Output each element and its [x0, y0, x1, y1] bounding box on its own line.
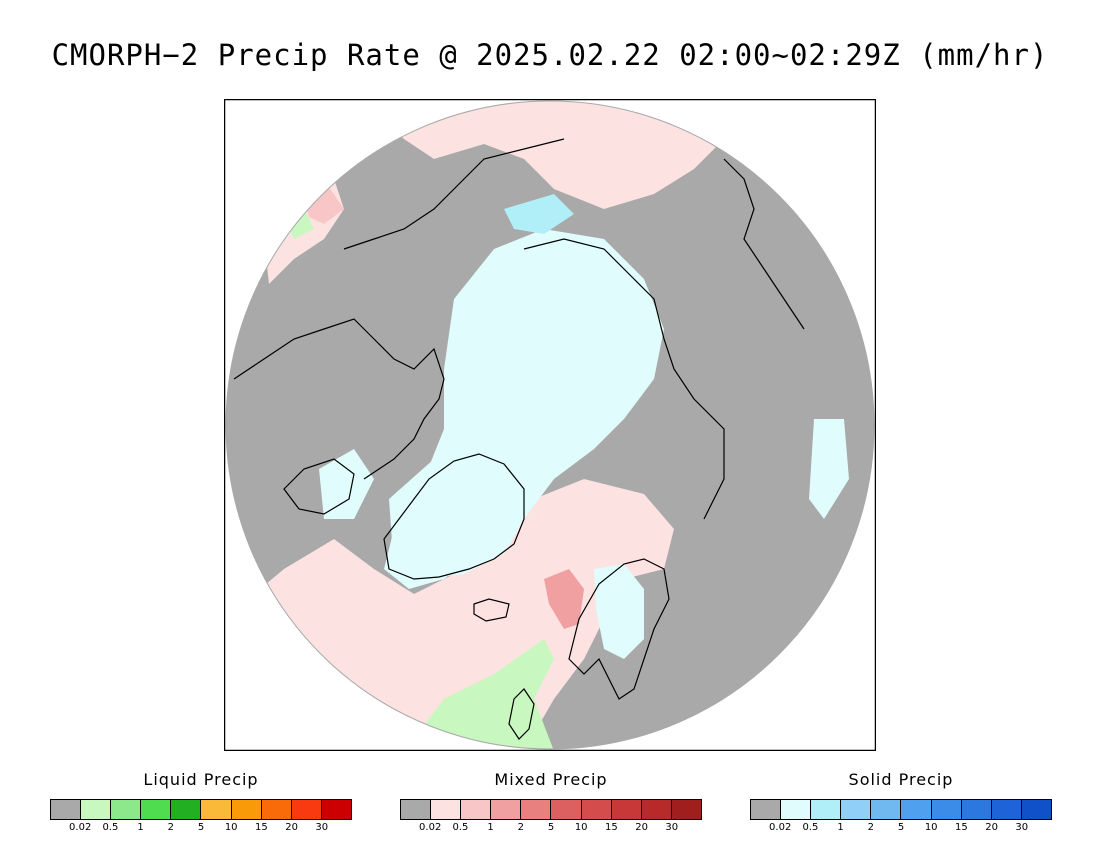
legend-tick-label: 5 [197, 822, 205, 833]
legend-tick-label: 20 [285, 822, 298, 833]
legend-swatch [51, 800, 82, 819]
legend-swatch [81, 800, 112, 819]
legend-swatch [171, 800, 202, 819]
tick-labels: 0.02 0.5 1 2 5 10 15 20 30 [50, 822, 352, 836]
legend-liquid: Liquid Precip 0.02 0.5 1 2 5 10 15 20 30 [50, 770, 352, 836]
legend-swatch [431, 800, 462, 819]
legend-swatch [111, 800, 142, 819]
legend-tick-label: 20 [635, 822, 648, 833]
legend-swatch [401, 800, 432, 819]
legend-swatch [871, 800, 902, 819]
tick-labels: 0.02 0.5 1 2 5 10 15 20 30 [750, 822, 1052, 836]
polar-map [224, 99, 876, 751]
map-disc-outline [225, 100, 875, 750]
legend-tick-label: 20 [985, 822, 998, 833]
map-title: CMORPH−2 Precip Rate @ 2025.02.22 02:00~… [51, 38, 1049, 72]
legend-tick-label: 30 [1015, 822, 1029, 833]
legend-swatch [901, 800, 932, 819]
legend-tick-label: 5 [547, 822, 555, 833]
legend-tick-label: 30 [665, 822, 679, 833]
legend-title: Mixed Precip [494, 770, 608, 789]
legend-swatch [291, 800, 322, 819]
legend-tick-label: 10 [224, 822, 238, 833]
legend-swatch [841, 800, 872, 819]
legend-tick-label: 0.5 [802, 822, 819, 833]
liquid-precip-north-atlantic [404, 639, 554, 749]
legend-tick-label: 1 [137, 822, 144, 833]
legend-swatch [321, 800, 351, 819]
coastline-siberia [523, 238, 725, 520]
solid-precip-east-siberia [809, 419, 849, 519]
mixed-precip-north-pacific [374, 101, 724, 209]
legend-tick-label: 0.5 [452, 822, 469, 833]
legend-tick-label: 1 [487, 822, 494, 833]
color-bar [50, 799, 352, 820]
legend-tick-label: 0.02 [769, 822, 792, 833]
coastline-iceland [473, 598, 510, 622]
legend-tick-label: 0.02 [69, 822, 92, 833]
coastline-british-isles [508, 688, 535, 740]
legend-tick-label: 0.02 [419, 822, 442, 833]
solid-precip-scandinavia [594, 564, 644, 659]
legend-swatch [751, 800, 782, 819]
legend-mixed: Mixed Precip 0.02 0.5 1 2 5 10 15 20 30 [400, 770, 702, 836]
legend-swatch [671, 800, 701, 819]
legend-swatch [141, 800, 172, 819]
color-bar [400, 799, 702, 820]
legend-swatch [521, 800, 552, 819]
legend-tick-label: 30 [315, 822, 329, 833]
coastline-east-asia [723, 158, 805, 330]
legend-swatch [491, 800, 522, 819]
legend-swatch [551, 800, 582, 819]
legend-tick-label: 10 [574, 822, 588, 833]
legend-swatch [961, 800, 992, 819]
legend-swatch [611, 800, 642, 819]
legend-tick-label: 2 [167, 822, 174, 833]
legend-swatch [1021, 800, 1051, 819]
legend-tick-label: 1 [837, 822, 844, 833]
legend-swatch [781, 800, 812, 819]
legend-tick-label: 15 [605, 822, 618, 833]
coastline-scandinavia [568, 558, 670, 700]
mixed-precip-cell-norwegian-sea [544, 569, 584, 629]
solid-precip-greenland [389, 454, 524, 579]
coastline-canada [233, 318, 445, 480]
legend-swatch [811, 800, 842, 819]
tick-labels: 0.02 0.5 1 2 5 10 15 20 30 [400, 822, 702, 836]
legend-swatch [231, 800, 262, 819]
solid-precip-pacific-arm [504, 194, 574, 234]
coastline-hudson-bay [283, 458, 355, 515]
legend-tick-label: 10 [924, 822, 938, 833]
coastline-greenland [383, 453, 525, 580]
legend-title: Solid Precip [848, 770, 954, 789]
legend-swatch [641, 800, 672, 819]
map-frame-border [224, 99, 876, 751]
legend-tick-label: 5 [897, 822, 905, 833]
legend-tick-label: 2 [517, 822, 524, 833]
legend-title: Liquid Precip [143, 770, 259, 789]
legend-tick-label: 15 [955, 822, 968, 833]
legend-tick-label: 2 [867, 822, 874, 833]
legend-swatch [461, 800, 492, 819]
legend-swatch [931, 800, 962, 819]
legend-swatch [261, 800, 292, 819]
legend-tick-label: 15 [255, 822, 268, 833]
legend-swatch [201, 800, 232, 819]
legend-swatch [581, 800, 612, 819]
legend-tick-label: 0.5 [102, 822, 119, 833]
coastline-alaska [343, 138, 565, 250]
solid-precip-hudson [319, 449, 374, 519]
legend-swatch [991, 800, 1022, 819]
legend-solid: Solid Precip 0.02 0.5 1 2 5 10 15 20 30 [750, 770, 1052, 836]
color-bar [750, 799, 1052, 820]
